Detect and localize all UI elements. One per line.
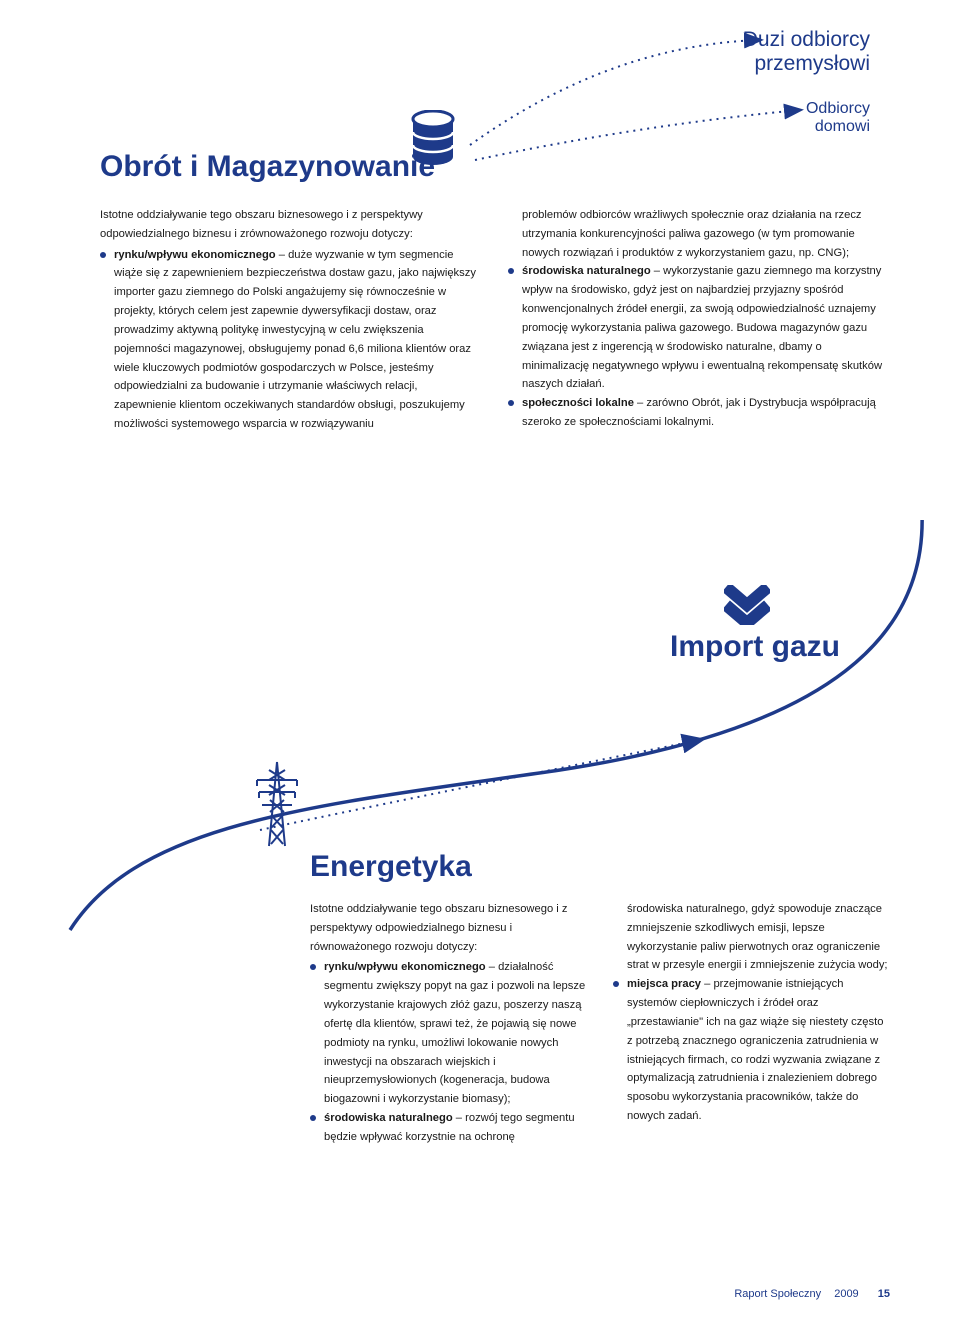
industrial-recipients-label: Duzi odbiorcyprzemysłowi bbox=[743, 28, 870, 76]
home-recipients-label: Odbiorcydomowi bbox=[743, 100, 870, 136]
section1-right-col: problemów odbiorców wrażliwych społeczni… bbox=[508, 206, 890, 434]
barrel-icon bbox=[410, 110, 456, 166]
middle-swoosh-decor bbox=[0, 520, 960, 940]
section1-columns: Istotne oddziaływanie tego obszaru bizne… bbox=[100, 206, 890, 434]
section2-right-bullet1: miejsca pracy – przejmowanie istniejącyc… bbox=[613, 975, 890, 1126]
section1-right-bullet1: środowiska naturalnego – wykorzystanie g… bbox=[508, 262, 890, 394]
section2-left-col: Istotne oddziaływanie tego obszaru bizne… bbox=[310, 900, 587, 1147]
section2-columns: Istotne oddziaływanie tego obszaru bizne… bbox=[310, 900, 890, 1147]
section2-left-bullet1: rynku/wpływu ekonomicznego – działalność… bbox=[310, 958, 587, 1109]
footer-report: Raport Społeczny bbox=[734, 1288, 821, 1300]
section2-right-para: środowiska naturalnego, gdyż spowoduje z… bbox=[613, 900, 890, 975]
page-footer: Raport Społeczny 2009 15 bbox=[734, 1288, 890, 1300]
section2-left-bullet2: środowiska naturalnego – rozwój tego seg… bbox=[310, 1109, 587, 1147]
section1-right-para: problemów odbiorców wrażliwych społeczni… bbox=[508, 206, 890, 262]
footer-page: 15 bbox=[878, 1288, 890, 1300]
section2-left-intro: Istotne oddziaływanie tego obszaru bizne… bbox=[310, 900, 587, 956]
section1-left-col: Istotne oddziaływanie tego obszaru bizne… bbox=[100, 206, 482, 434]
section2-title: Energetyka bbox=[310, 850, 472, 884]
chevron-down-icon bbox=[724, 585, 770, 625]
recipient-labels: Duzi odbiorcyprzemysłowi Odbiorcydomowi bbox=[743, 28, 870, 136]
import-gazu-label: Import gazu bbox=[670, 630, 840, 664]
footer-year: 2009 bbox=[834, 1288, 858, 1300]
pylon-icon bbox=[252, 760, 302, 848]
section1-left-bullet: rynku/wpływu ekonomicznego – duże wyzwan… bbox=[100, 246, 482, 434]
section1-left-intro: Istotne oddziaływanie tego obszaru bizne… bbox=[100, 206, 482, 244]
section2-right-col: środowiska naturalnego, gdyż spowoduje z… bbox=[613, 900, 890, 1147]
section1-right-bullet2: społeczności lokalne – zarówno Obrót, ja… bbox=[508, 394, 890, 432]
section1-title: Obrót i Magazynowanie bbox=[100, 150, 890, 184]
